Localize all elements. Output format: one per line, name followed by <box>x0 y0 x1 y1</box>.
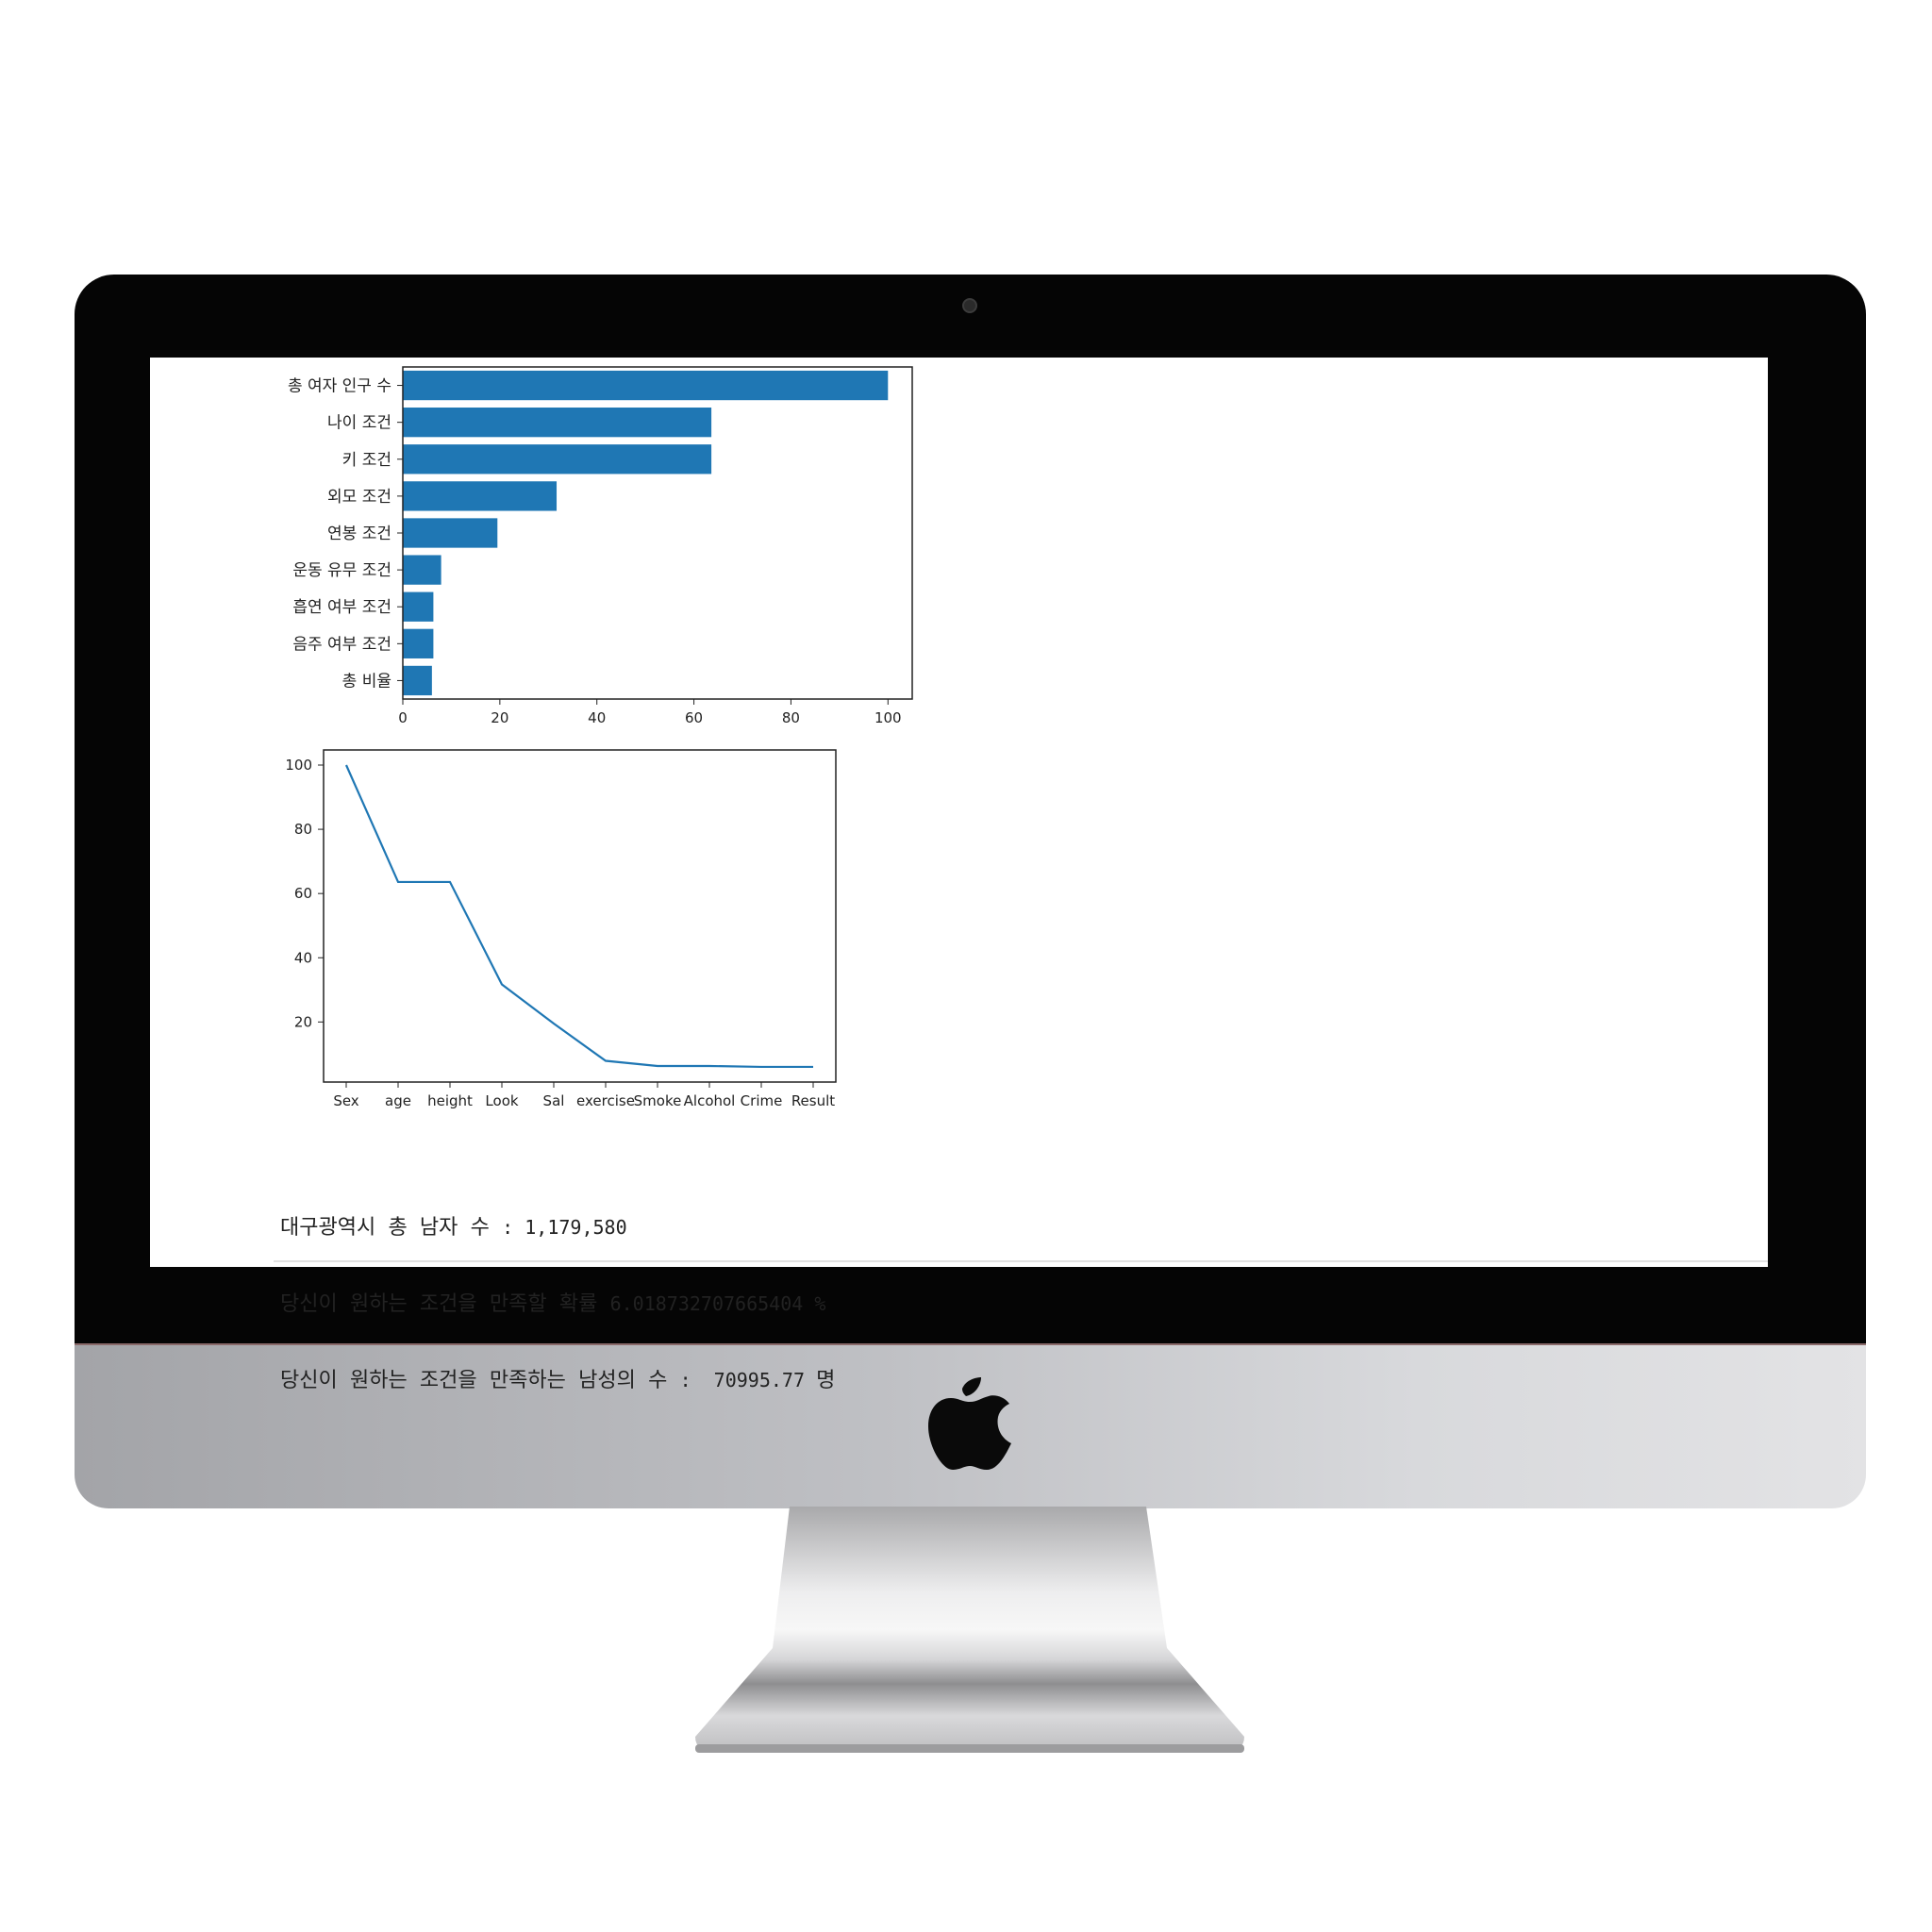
x-tick-label-0: 0 <box>398 709 408 726</box>
camera-icon <box>962 298 977 313</box>
line-x-tick-label-8: Crime <box>741 1092 783 1109</box>
line-y-tick-label-1: 40 <box>294 949 312 966</box>
bar-3 <box>403 481 558 511</box>
y-tick-label-8: 총 비율 <box>342 672 391 691</box>
y-tick-label-2: 키 조건 <box>342 451 391 470</box>
line-x-tick-label-2: height <box>427 1092 473 1109</box>
output-line-count: 당신이 원하는 조건을 만족하는 남성의 수 : 70995.77 명 <box>280 1368 835 1393</box>
y-tick-label-5: 운동 유무 조건 <box>292 561 391 580</box>
line-x-tick-label-9: Result <box>791 1092 835 1109</box>
line-chart: 20 40 60 80 100 Sex age height Look Sal exerciseSm… <box>285 749 837 1109</box>
line-x-tick-label-6: Smoke <box>634 1092 682 1109</box>
bar-5 <box>403 555 441 585</box>
line-x-tick-label-5: exercise <box>576 1092 635 1109</box>
y-tick-label-0: 총 여자 인구 수 <box>288 377 391 396</box>
bar-0 <box>403 370 889 401</box>
line-x-tick-label-0: Sex <box>333 1092 358 1109</box>
line-x-tick-label-1: age <box>385 1092 411 1109</box>
y-tick-label-6: 흡연 여부 조건 <box>292 598 391 617</box>
line-series <box>344 764 813 1069</box>
x-tick-label-3: 60 <box>685 709 703 726</box>
line-y-tick-label-3: 80 <box>294 821 312 838</box>
x-tick-label-5: 100 <box>874 709 902 726</box>
line-chart-plot: 20 40 60 80 100 Sex age height Look Sal exerciseSm… <box>285 749 837 1109</box>
line-y-tick-label-4: 100 <box>285 757 312 774</box>
x-tick-label-2: 40 <box>588 709 606 726</box>
x-tick-label-1: 20 <box>491 709 508 726</box>
output-unit-count: 명 <box>816 1369 836 1392</box>
output-label-count: 당신이 원하는 조건을 만족하는 남성의 수 <box>280 1369 680 1392</box>
line-x-tick-label-7: Alcohol <box>684 1092 736 1109</box>
bar-7 <box>403 628 434 658</box>
y-tick-label-4: 연봉 조건 <box>327 525 391 543</box>
line-x-tick-label-4: Sal <box>543 1092 565 1109</box>
monitor-stand <box>695 1507 1244 1753</box>
output-value-total-men: : 1,179,580 <box>502 1216 627 1239</box>
bar-chart-frame <box>402 366 913 700</box>
bar-2 <box>403 444 712 475</box>
cell-divider <box>274 1260 1768 1262</box>
y-tick-label-1: 나이 조건 <box>327 414 391 433</box>
y-tick-label-7: 음주 여부 조건 <box>292 635 391 654</box>
bar-1 <box>403 408 712 438</box>
bar-4 <box>403 518 498 548</box>
output-label-total-men: 대구광역시 총 남자 수 <box>280 1216 503 1240</box>
x-tick-label-4: 80 <box>782 709 800 726</box>
cell-output: 대구광역시 총 남자 수 : 1,179,580 당신이 원하는 조건을 만족할… <box>280 1164 835 1419</box>
line-y-tick-label-0: 20 <box>294 1013 312 1030</box>
output-line-total-men: 대구광역시 총 남자 수 : 1,179,580 <box>280 1215 835 1241</box>
line-y-tick-label-2: 60 <box>294 885 312 902</box>
line-x-tick-label-3: Look <box>485 1092 518 1109</box>
line-chart-frame <box>323 749 837 1083</box>
bar-8 <box>403 665 432 696</box>
bar-6 <box>403 591 434 622</box>
output-value-count: : 70995.77 <box>679 1369 817 1391</box>
output-line-probability: 당신이 원하는 조건을 만족할 확률 6.018732707665404 % <box>280 1291 835 1317</box>
output-value-probability: 6.018732707665404 % <box>609 1292 826 1315</box>
y-tick-label-3: 외모 조건 <box>327 488 391 507</box>
apple-logo-icon <box>928 1377 1011 1470</box>
output-label-probability: 당신이 원하는 조건을 만족할 확률 <box>280 1292 610 1316</box>
